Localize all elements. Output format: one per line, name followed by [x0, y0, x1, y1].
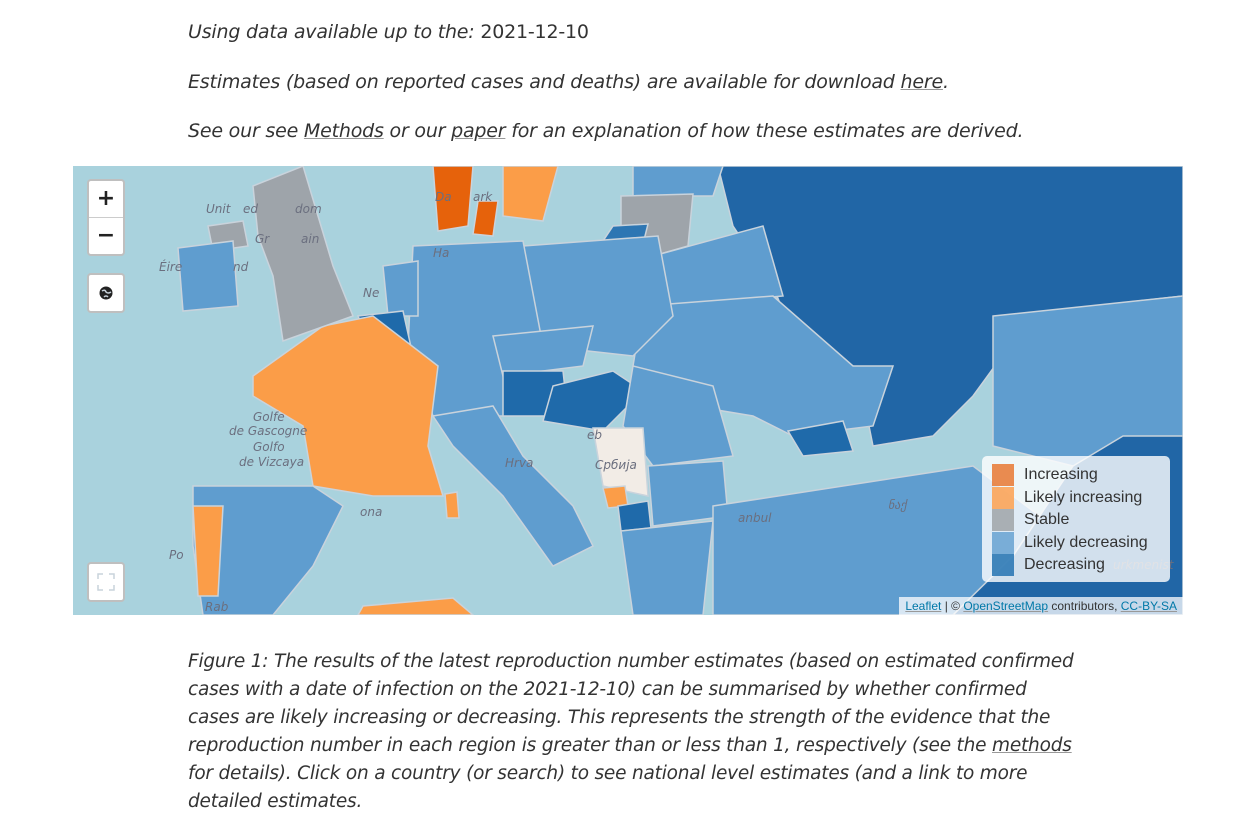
map-tiles: [177, 166, 1183, 615]
download-link[interactable]: here: [900, 71, 944, 93]
map-label: ark: [473, 190, 493, 204]
map-label: de Gascogne: [229, 424, 308, 438]
text: Estimates (based on reported cases and d…: [188, 71, 901, 93]
region: [382, 260, 419, 317]
date-label: Using data available up to the:: [188, 21, 481, 43]
legend-item: Likely decreasing: [992, 531, 1160, 555]
license-link[interactable]: CC-BY-SA: [1120, 599, 1177, 613]
map-label: ed: [243, 202, 258, 216]
text: Figure 1: The results of the latest repr…: [188, 651, 1074, 756]
text: | ©: [941, 599, 964, 613]
legend-swatch: [992, 509, 1014, 531]
legend-item: Decreasing: [992, 554, 1160, 577]
paper-link[interactable]: paper: [451, 120, 506, 142]
region: [632, 166, 724, 197]
map-label: Rab: [205, 600, 229, 614]
map-label: Golfe: [253, 410, 285, 424]
map-label: ain: [301, 232, 320, 246]
region: [432, 166, 474, 232]
legend-label: Decreasing: [1024, 556, 1105, 573]
legend-swatch: [992, 531, 1014, 554]
methods-link[interactable]: methods: [992, 735, 1072, 756]
legend: Increasing Likely increasing Stable Likely …: [982, 456, 1170, 582]
download-line: Estimates (based on reported cases and d…: [188, 71, 949, 93]
methods-link[interactable]: Methods: [303, 120, 384, 142]
date-line: Using data available up to the: 2021-12-…: [188, 21, 589, 43]
locate-button[interactable]: [87, 273, 125, 313]
region: [357, 597, 475, 615]
region: [472, 200, 499, 237]
leaflet-link[interactable]: Leaflet: [905, 599, 942, 613]
map-label: nd: [233, 260, 249, 274]
region: [444, 491, 460, 519]
map-label: Србија: [595, 458, 637, 472]
zoom-out-button[interactable]: −: [96, 223, 116, 248]
region: [542, 370, 645, 432]
map-label: ona: [360, 505, 383, 519]
attribution: Leaflet | © OpenStreetMap contributors, …: [899, 597, 1183, 615]
methods-line: See our see Methods or our paper for an …: [188, 120, 1024, 142]
map-label: Golfo: [253, 440, 285, 454]
map-label: Éire: [159, 260, 183, 274]
map-label: anbul: [738, 511, 772, 525]
text: See our see: [188, 120, 304, 142]
legend-swatch: [992, 554, 1014, 576]
region: [622, 365, 734, 467]
map-label: dom: [295, 202, 322, 216]
legend-item: Increasing: [992, 464, 1160, 487]
globe-icon: [99, 286, 113, 300]
region: [786, 420, 855, 457]
zoom-in-button[interactable]: +: [89, 181, 123, 218]
region: [592, 427, 649, 497]
region: [431, 405, 595, 567]
map[interactable]: Unit ed dom Gr ain Éire nd Da ark Ha Ne …: [73, 166, 1183, 615]
legend-label: Stable: [1024, 511, 1070, 528]
legend-label: Likely decreasing: [1024, 533, 1148, 551]
text: contributors,: [1048, 599, 1121, 613]
text: .: [942, 71, 949, 93]
region: [192, 485, 344, 615]
text: for an explanation of how these estimate…: [505, 120, 1024, 142]
map-label: Hrva: [505, 456, 534, 470]
region: [192, 505, 224, 597]
fullscreen-button[interactable]: [87, 562, 125, 602]
legend-label: Likely increasing: [1024, 488, 1143, 506]
zoom-control: + −: [87, 179, 125, 256]
legend-item: Likely increasing: [992, 486, 1160, 510]
map-label: eb: [587, 428, 602, 442]
map-label: Da: [435, 190, 452, 204]
map-label: Gr: [255, 232, 270, 246]
region: [252, 166, 354, 343]
map-label: Po: [169, 548, 184, 562]
fullscreen-icon: [97, 573, 115, 591]
region: [252, 315, 445, 497]
legend-label: Increasing: [1024, 466, 1098, 483]
region: [177, 240, 239, 312]
region: [492, 325, 594, 377]
region: [502, 166, 559, 222]
map-label: ნაქ: [888, 498, 907, 512]
text: for details). Click on a country (or sea…: [188, 763, 1028, 812]
map-label: Ha: [433, 246, 450, 260]
date-value: 2021-12-10: [480, 21, 589, 43]
legend-swatch: [992, 486, 1014, 509]
text: or our: [383, 120, 452, 142]
figure-caption: Figure 1: The results of the latest repr…: [188, 648, 1078, 816]
region: [617, 500, 652, 532]
legend-swatch: [992, 464, 1014, 486]
map-label: de Vizcaya: [239, 455, 305, 469]
map-label: Ne: [363, 286, 380, 300]
osm-link[interactable]: OpenStreetMap: [963, 599, 1049, 613]
map-label: Unit: [206, 202, 231, 216]
region: [620, 520, 714, 615]
legend-item: Stable: [992, 509, 1160, 532]
